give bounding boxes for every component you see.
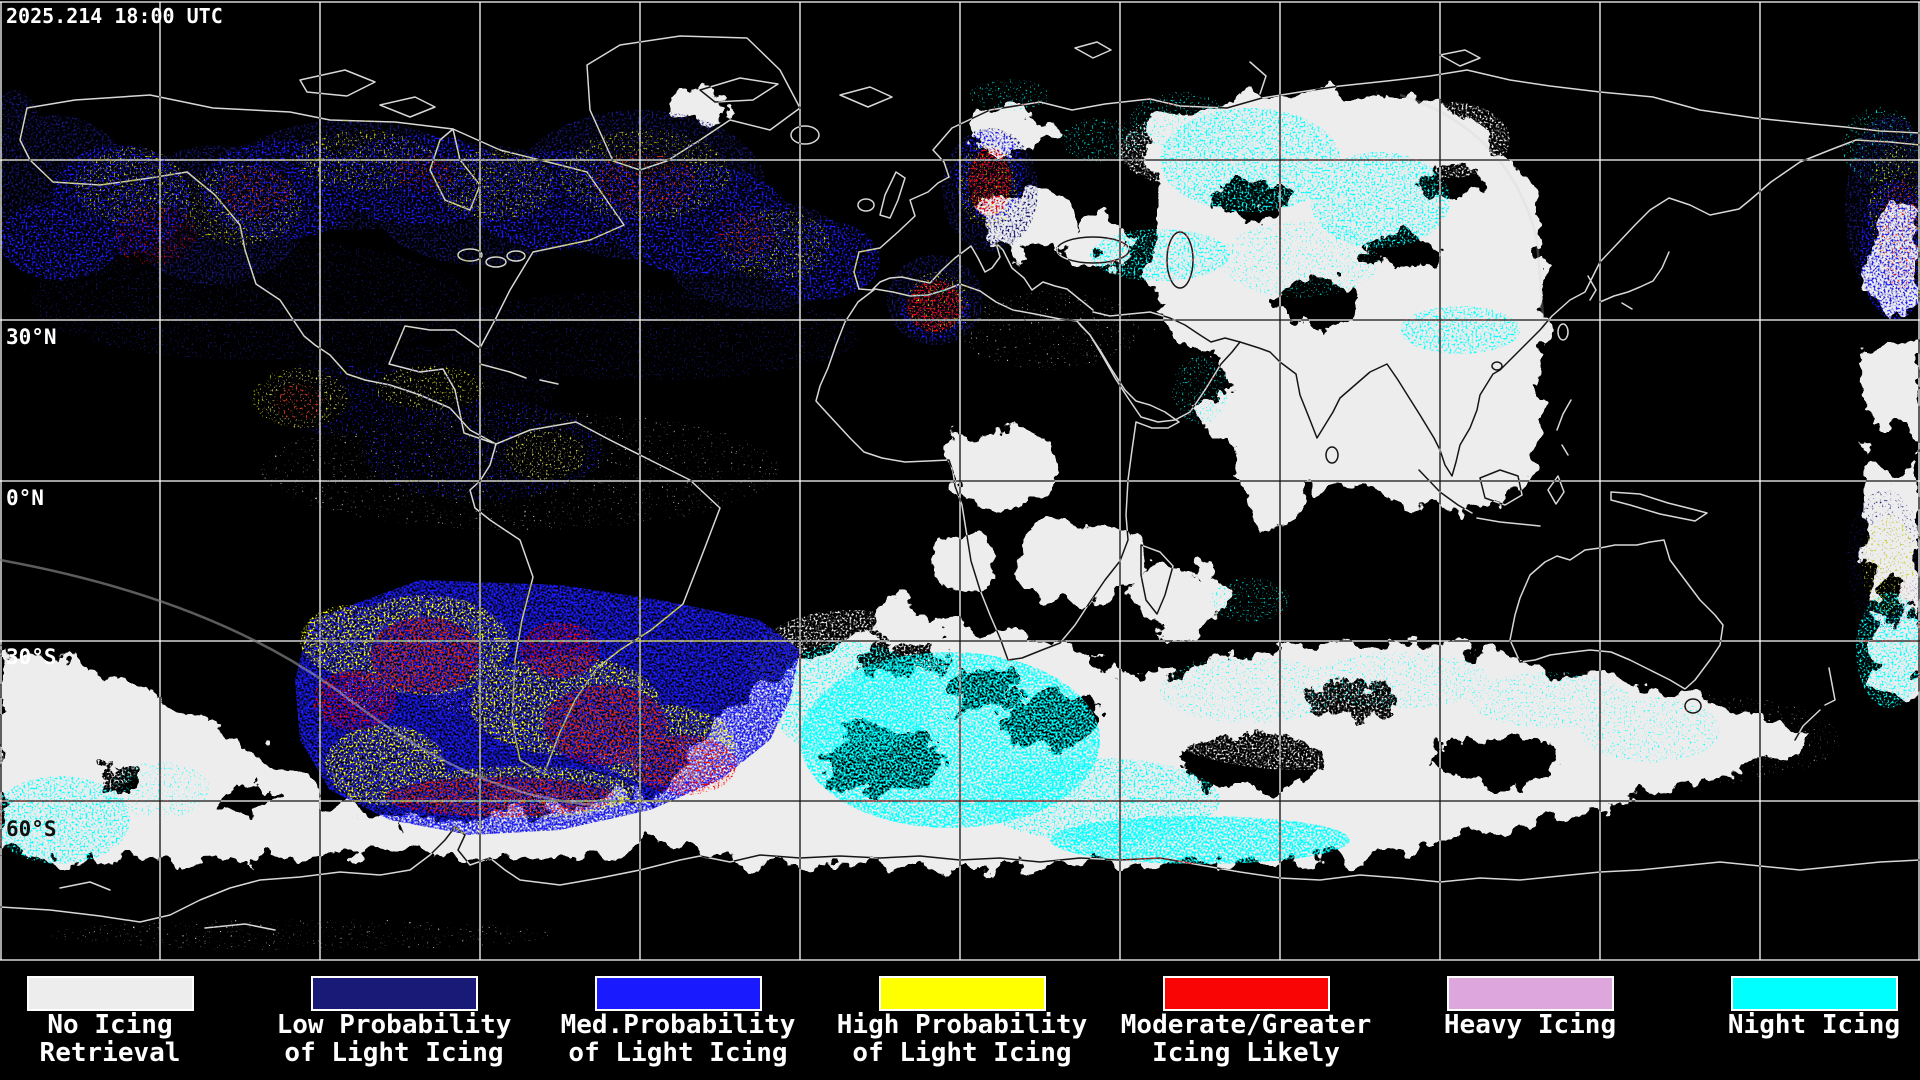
- legend-label: of Light Icing: [852, 1038, 1072, 1068]
- legend-label: of Light Icing: [568, 1038, 788, 1068]
- legend-label: Moderate/Greater: [1120, 1010, 1372, 1040]
- legend-swatch-moderate: [1162, 976, 1330, 1011]
- legend-item-heavy: Heavy Icing: [1388, 976, 1672, 1039]
- legend-label: High Probability: [836, 1010, 1088, 1040]
- coastlines: [0, 35, 1920, 931]
- legend-item-no-icing: No Icing Retrieval: [0, 976, 252, 1067]
- legend-swatch-low-prob: [310, 976, 478, 1011]
- legend-swatch-no-icing: [26, 976, 194, 1011]
- legend-label: Retrieval: [39, 1038, 181, 1068]
- timestamp: 2025.214 18:00 UTC: [6, 4, 223, 28]
- legend-item-moderate: Moderate/Greater Icing Likely: [1104, 976, 1388, 1067]
- legend-label: Low Probability: [276, 1010, 512, 1040]
- graticule: [0, 1, 1920, 961]
- legend-label: Night Icing: [1727, 1010, 1901, 1040]
- lat-label-0n: 0°N: [6, 486, 44, 510]
- terminator-arcs: [0, 93, 1546, 807]
- layer-heavy-icing: [339, 578, 1920, 812]
- world-icing-map: [0, 0, 1920, 962]
- legend-label: of Light Icing: [284, 1038, 504, 1068]
- legend-swatch-med-prob: [594, 976, 762, 1011]
- legend-swatch-high-prob: [878, 976, 1046, 1011]
- lat-label-60s: 60°S: [6, 817, 57, 841]
- legend-label: Heavy Icing: [1443, 1010, 1617, 1040]
- lat-label-30s: 30°S: [6, 645, 57, 669]
- legend-item-night: Night Icing: [1672, 976, 1920, 1039]
- legend-swatch-heavy: [1446, 976, 1614, 1011]
- legend-swatch-night: [1730, 976, 1898, 1011]
- legend-item-low-prob: Low Probability of Light Icing: [252, 976, 536, 1067]
- legend-label: Icing Likely: [1152, 1038, 1340, 1068]
- legend-item-high-prob: High Probability of Light Icing: [820, 976, 1104, 1067]
- legend-item-med-prob: Med.Probability of Light Icing: [536, 976, 820, 1067]
- legend: No Icing Retrieval Low Probability of Li…: [0, 962, 1920, 1080]
- legend-label: Med.Probability: [560, 1010, 796, 1040]
- legend-label: No Icing: [47, 1010, 173, 1040]
- lat-label-30n: 30°N: [6, 325, 57, 349]
